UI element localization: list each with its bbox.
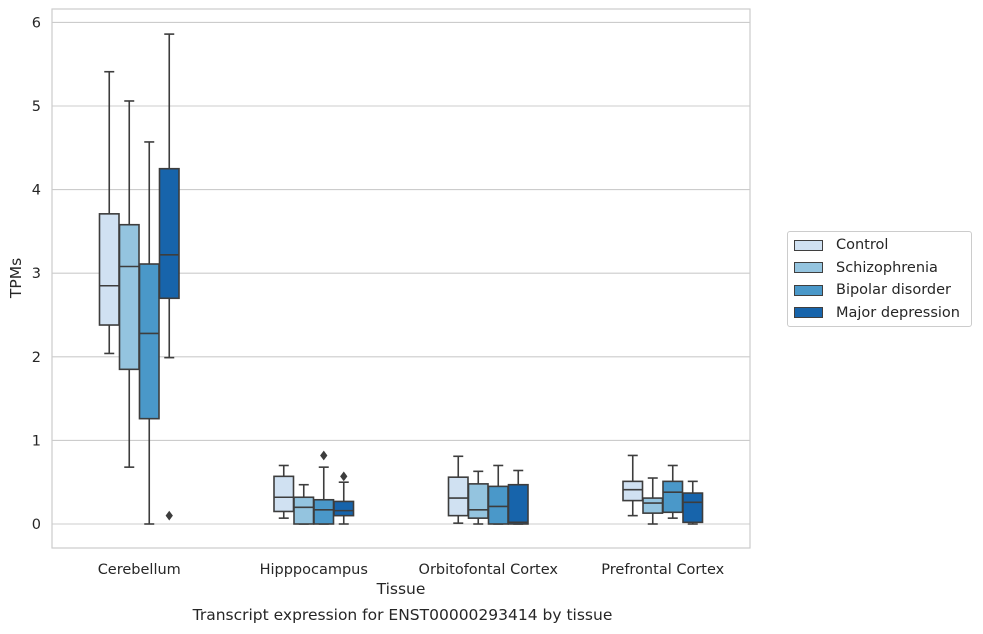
box-schizophrenia [642,477,664,525]
box-major-depression [333,471,355,525]
box-control [98,70,120,355]
y-tick-label: 3 [32,266,41,282]
box-control [622,454,644,517]
legend-item-bipolar-disorder: Bipolar disorder [794,280,951,300]
y-tick-label: 5 [32,99,41,115]
box-bipolar-disorder [138,141,160,525]
box-iqr [622,480,644,502]
y-axis-label: TPMs [7,258,25,299]
box-control [273,464,295,519]
box-bipolar-disorder [662,464,684,519]
legend-label-control: Control [836,237,889,253]
x-tick-label: Cerebellum [98,562,181,578]
box-iqr [447,476,469,517]
box-iqr [158,167,180,300]
box-bipolar-disorder [487,464,509,525]
box-iqr [98,213,120,326]
box-iqr [293,496,315,525]
box-iqr [682,492,704,524]
box-iqr [313,498,335,525]
box-series [98,33,704,525]
outlier-point [165,510,173,521]
legend-item-control: Control [794,235,888,255]
legend-label-bipolar-disorder: Bipolar disorder [836,282,951,298]
legend: Control Schizophrenia Bipolar disorder M… [787,231,972,327]
box-schizophrenia [467,470,489,525]
legend-item-schizophrenia: Schizophrenia [794,258,938,278]
box-schizophrenia [118,100,140,468]
y-tick-label: 2 [32,350,41,366]
box-bipolar-disorder [313,450,335,525]
legend-swatch-schizophrenia [794,262,823,273]
x-axis-label: Tissue [376,580,426,598]
figure-caption: Transcript expression for ENST0000029341… [192,606,613,624]
outlier-point [340,471,348,482]
box-schizophrenia [293,483,315,525]
legend-swatch-major-depression [794,307,823,318]
x-tick-labels: Cerebellum Hipppocampus Orbitofontal Corte… [98,562,725,578]
legend-item-major-depression: Major depression [794,303,960,323]
legend-swatch-control [794,239,823,251]
box-major-depression [682,480,704,525]
box-major-depression [507,469,529,525]
y-tick-label: 4 [32,183,41,199]
box-iqr [507,483,529,525]
box-iqr [273,475,295,513]
box-iqr [662,480,684,514]
plot-frame [51,8,751,549]
box-iqr [642,497,664,514]
box-control [447,455,469,524]
legend-label-major-depression: Major depression [836,304,960,321]
legend-label-schizophrenia: Schizophrenia [836,259,938,276]
box-major-depression [158,33,180,521]
box-iqr [333,500,355,517]
y-tick-label: 6 [32,15,41,31]
x-tick-label: Orbitofontal Cortex [419,562,559,578]
x-tick-label: Hipppocampus [260,562,368,578]
box-iqr [118,223,140,371]
box-iqr [138,263,160,420]
y-tick-labels: 0 1 2 3 4 5 6 [32,15,41,533]
y-tick-label: 1 [32,433,41,449]
y-tick-label: 0 [32,517,41,533]
legend-swatch-bipolar-disorder [794,284,823,296]
box-iqr [467,483,489,519]
box-iqr [487,485,509,525]
x-tick-label: Prefrontal Cortex [601,562,724,578]
outlier-point [320,450,328,461]
